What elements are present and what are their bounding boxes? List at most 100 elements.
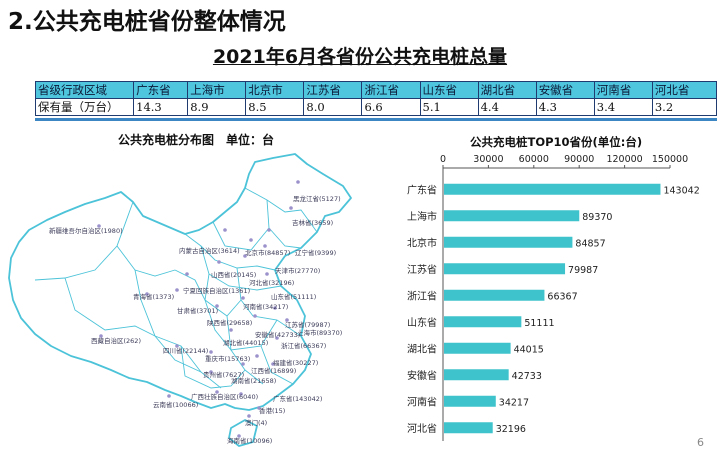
province-cell: 浙江省	[361, 81, 421, 99]
bar	[444, 316, 522, 328]
category-label: 河南省	[407, 395, 437, 408]
map-label: 内蒙古自治区(3614)	[179, 247, 240, 255]
bar	[444, 395, 496, 407]
chart-bars: 广东省 143042 上海市 89370 北京市 84857 江苏省 79987 浙江省 6636…	[407, 183, 700, 435]
bar-value-label: 34217	[499, 397, 529, 408]
map-label: 海南省(10096)	[227, 437, 273, 445]
map-label: 安徽省(42733)	[255, 331, 301, 339]
row-header-count: 保有量（万台）	[34, 98, 135, 116]
map-label: 辽宁省(9399)	[295, 249, 337, 257]
top10-bar-chart: 0 30000 60000 90000 120000 150000 广东省 143042 上海…	[407, 154, 700, 441]
bar-value-label: 44015	[514, 344, 544, 355]
category-label: 湖北省	[407, 342, 437, 355]
value-cell: 3.4	[593, 98, 653, 116]
bar-value-label: 42733	[512, 371, 542, 382]
bar	[444, 236, 573, 248]
map-label: 浙江省(66367)	[281, 342, 327, 350]
bar	[444, 210, 580, 222]
province-cell: 江苏省	[303, 81, 363, 99]
map-label: 四川省(22144)	[163, 347, 209, 355]
category-label: 山东省	[407, 316, 437, 329]
bar-value-label: 66367	[547, 291, 577, 302]
bar	[444, 263, 566, 275]
map-label: 澳门(4)	[245, 419, 268, 427]
bar-value-label: 79987	[568, 265, 598, 276]
bar-value-label: 143042	[663, 185, 699, 196]
category-label: 浙江省	[407, 289, 437, 302]
map-label: 贵州省(7627)	[203, 371, 245, 379]
map-label: 宁夏回族自治区(1361)	[183, 287, 251, 295]
province-cell: 河南省	[593, 81, 653, 99]
x-tick-label: 90000	[564, 154, 594, 165]
map-label: 湖南省(21658)	[231, 377, 277, 385]
category-label: 江苏省	[407, 263, 437, 276]
map-label: 山西省(20145)	[211, 271, 257, 279]
province-cell: 广东省	[133, 81, 189, 99]
map-label: 江西省(16899)	[251, 367, 297, 375]
category-label: 北京市	[407, 236, 437, 249]
map-label: 北京市(84857)	[245, 249, 291, 257]
table-title: 2021年6月各省份公共充电桩总量	[212, 46, 508, 68]
map-label: 云南省(10066)	[153, 401, 199, 409]
bar-value-label: 32196	[496, 424, 526, 435]
chart-axis: 0 30000 60000 90000 120000 150000	[440, 154, 688, 441]
map-title: 公共充电桩分布图 单位：台	[118, 133, 275, 147]
value-cell: 3.2	[651, 98, 718, 116]
map-label: 广西壮族自治区(6040)	[191, 393, 259, 401]
category-label: 安徽省	[407, 369, 437, 382]
map-label: 西藏自治区(262)	[91, 337, 141, 345]
category-label: 上海市	[407, 210, 437, 223]
category-label: 广东省	[407, 183, 437, 196]
map-label: 河南省(34217)	[243, 303, 289, 311]
bar	[444, 342, 511, 354]
value-cell: 4.4	[477, 98, 537, 116]
bar-value-label: 84857	[575, 238, 605, 249]
map-label: 青海省(1373)	[133, 293, 175, 301]
x-tick-label: 30000	[473, 154, 503, 165]
map-label: 湖北省(44015)	[223, 339, 269, 347]
province-cell: 山东省	[419, 81, 479, 99]
map-label: 福建省(30227)	[273, 359, 319, 367]
map-label: 天津市(27770)	[275, 267, 321, 275]
x-tick-label: 120000	[606, 154, 642, 165]
map-label: 重庆市(15763)	[205, 355, 251, 363]
slide-title: 2.公共充电桩省份整体情况	[8, 9, 286, 35]
category-label: 河北省	[407, 422, 437, 435]
province-cell: 湖北省	[477, 81, 537, 99]
china-map: 黑龙江省(5127) 吉林省(3659) 辽宁省(9399) 新疆维吾尔自治区(…	[5, 150, 375, 453]
bar	[444, 289, 545, 301]
x-tick-label: 0	[440, 154, 446, 165]
x-tick-label: 60000	[519, 154, 549, 165]
map-label: 黑龙江省(5127)	[293, 195, 341, 203]
chart-title: 公共充电桩TOP10省份(单位:台)	[470, 135, 643, 149]
bar	[444, 183, 661, 195]
china-map-outline	[8, 153, 352, 447]
map-label: 广东省(143042)	[273, 395, 323, 403]
province-cell: 安徽省	[535, 81, 595, 99]
bar	[444, 422, 493, 434]
bar-value-label: 51111	[524, 318, 554, 329]
value-cell: 4.3	[535, 98, 595, 116]
x-tick-label: 150000	[652, 154, 688, 165]
table-value-row: 保有量（万台） 14.3 8.9 8.5 8.0 6.6 5.1 4.4 4.3…	[34, 98, 718, 116]
map-label: 江苏省(79987)	[285, 321, 331, 329]
table-header-row: 省级行政区域 广东省 上海市 北京市 江苏省 浙江省 山东省 湖北省 安徽省 河…	[34, 81, 718, 99]
map-label: 山东省(51111)	[271, 293, 317, 301]
map-label: 香港(15)	[259, 407, 286, 415]
row-header-region: 省级行政区域	[34, 81, 135, 99]
map-label: 新疆维吾尔自治区(1980)	[49, 227, 123, 235]
map-label: 甘肃省(3701)	[177, 307, 219, 315]
value-cell: 6.6	[361, 98, 421, 116]
divider	[35, 118, 717, 121]
province-cell: 上海市	[187, 81, 247, 99]
value-cell: 5.1	[419, 98, 479, 116]
value-cell: 8.5	[245, 98, 305, 116]
province-table: 省级行政区域 广东省 上海市 北京市 江苏省 浙江省 山东省 湖北省 安徽省 河…	[34, 81, 718, 116]
page-number: 6	[697, 436, 704, 449]
value-cell: 8.0	[303, 98, 363, 116]
map-label: 吉林省(3659)	[292, 219, 334, 227]
province-cell: 北京市	[245, 81, 305, 99]
value-cell: 14.3	[133, 98, 189, 116]
map-label: 上海市(89370)	[297, 329, 343, 337]
province-cell: 河北省	[651, 81, 718, 99]
